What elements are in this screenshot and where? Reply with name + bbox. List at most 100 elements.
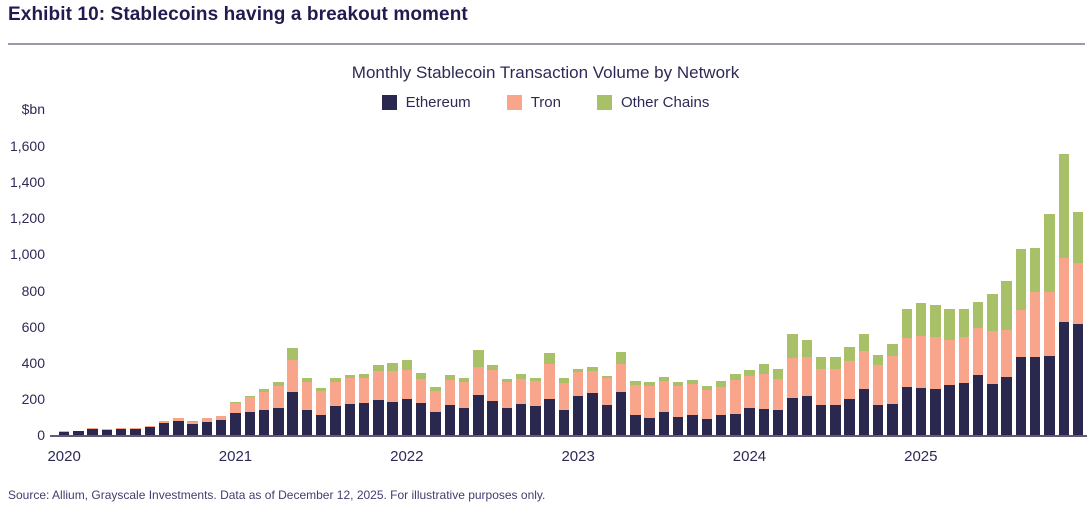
bar-2020-10 <box>186 146 200 435</box>
stacked-bar <box>730 374 741 435</box>
stacked-bar <box>1001 280 1012 435</box>
segment-tron <box>858 350 870 389</box>
bar-2023-05 <box>628 146 642 435</box>
segment-tron <box>1058 258 1070 323</box>
segment-tron <box>358 377 370 403</box>
segment-other_chains <box>730 374 741 380</box>
stacked-bar <box>987 294 998 435</box>
bar-2025-01 <box>914 146 928 435</box>
x-tick-label-2022: 2022 <box>390 448 424 465</box>
bar-2021-06 <box>300 146 314 435</box>
segment-other_chains <box>744 369 755 377</box>
stacked-bar <box>758 364 770 435</box>
segment-ethereum <box>787 397 798 435</box>
segment-tron <box>1072 262 1084 324</box>
segment-other_chains <box>615 351 627 365</box>
segment-other_chains <box>715 380 727 388</box>
bar-2024-05 <box>800 146 814 435</box>
stacked-bar <box>373 365 384 435</box>
bar-2020-04 <box>100 146 114 435</box>
segment-ethereum <box>1001 377 1012 435</box>
bar-2024-04 <box>785 146 799 435</box>
segment-tron <box>573 372 584 397</box>
segment-tron <box>787 357 798 398</box>
stacked-bar <box>644 381 655 435</box>
segment-tron <box>230 402 241 413</box>
segment-other_chains <box>787 334 798 358</box>
stacked-bar <box>544 352 555 435</box>
segment-tron <box>673 385 684 418</box>
segment-other_chains <box>458 377 470 383</box>
y-tick-label: 200 <box>21 390 45 407</box>
segment-ethereum <box>544 398 555 435</box>
stacked-bar <box>358 373 370 435</box>
stacked-bar <box>101 429 113 435</box>
segment-other_chains <box>930 304 941 338</box>
stacked-bar <box>187 421 198 435</box>
stacked-bar <box>201 418 213 435</box>
segment-tron <box>930 337 941 389</box>
segment-tron <box>887 355 898 405</box>
segment-ethereum <box>358 402 370 435</box>
legend-swatch-icon <box>506 95 522 110</box>
legend-swatch-icon <box>381 95 397 110</box>
bar-2021-05 <box>286 146 300 435</box>
stacked-bar <box>815 356 827 435</box>
segment-tron <box>301 381 313 411</box>
stacked-bar <box>130 427 141 435</box>
chart-title: Monthly Stablecoin Transaction Volume by… <box>351 63 740 82</box>
segment-tron <box>273 386 284 408</box>
bar-2024-11 <box>885 146 899 435</box>
segment-other_chains <box>815 356 827 370</box>
segment-tron <box>587 370 598 394</box>
segment-ethereum <box>173 421 184 435</box>
segment-other_chains <box>473 350 484 368</box>
segment-tron <box>87 428 98 430</box>
bar-2024-09 <box>857 146 871 435</box>
segment-other_chains <box>658 376 670 381</box>
segment-ethereum <box>872 405 884 435</box>
segment-tron <box>430 390 441 413</box>
bar-2024-06 <box>814 146 828 435</box>
bar-2023-03 <box>600 146 614 435</box>
segment-tron <box>1044 292 1055 357</box>
segment-tron <box>144 425 156 427</box>
segment-tron <box>972 328 984 375</box>
bar-2020-03 <box>86 146 100 435</box>
segment-ethereum <box>615 391 627 435</box>
stacked-bar <box>1030 248 1041 435</box>
bar-2022-04 <box>443 146 457 435</box>
bar-2022-12 <box>557 146 571 435</box>
stacked-bar <box>858 334 870 435</box>
segment-tron <box>601 378 613 406</box>
stacked-bar <box>687 379 698 435</box>
source-note: Source: Allium, Grayscale Investments. D… <box>8 488 546 502</box>
stacked-bar <box>401 360 413 435</box>
bar-2025-09 <box>1028 146 1042 435</box>
plot-bars <box>57 146 1085 435</box>
segment-tron <box>244 397 255 412</box>
segment-tron <box>644 386 655 419</box>
segment-ethereum <box>573 396 584 435</box>
segment-ethereum <box>415 403 427 435</box>
segment-ethereum <box>101 430 113 435</box>
segment-ethereum <box>972 374 984 435</box>
segment-tron <box>872 365 884 406</box>
stacked-bar <box>1044 213 1055 435</box>
stacked-bar <box>430 386 441 435</box>
segment-other_chains <box>415 373 427 380</box>
stacked-bar <box>558 378 570 435</box>
segment-ethereum <box>658 412 670 435</box>
stacked-bar <box>715 380 727 435</box>
segment-ethereum <box>944 385 955 435</box>
segment-tron <box>187 421 198 424</box>
stacked-bar <box>458 377 470 435</box>
y-tick-label: 400 <box>21 354 45 371</box>
segment-other_chains <box>901 308 912 339</box>
legend-item-other-chains: Other Chains <box>596 94 709 111</box>
stacked-bar <box>273 382 284 435</box>
stacked-bar <box>744 369 755 435</box>
segment-ethereum <box>1030 357 1041 435</box>
segment-ethereum <box>430 412 441 435</box>
stacked-bar <box>144 425 156 435</box>
